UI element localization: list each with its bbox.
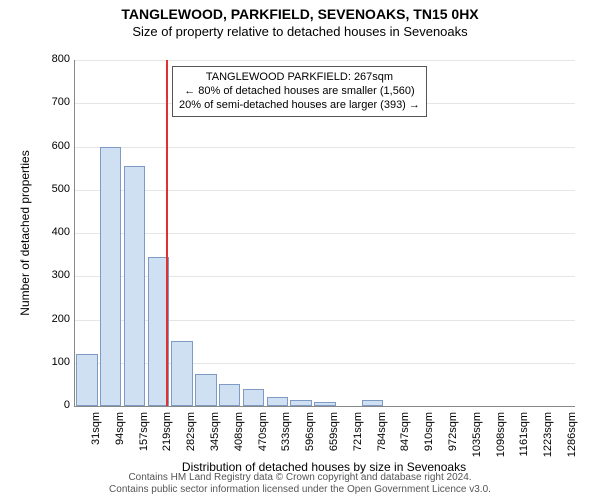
x-tick-label: 910sqm <box>423 412 435 472</box>
gridline <box>75 233 575 234</box>
annotation-line-3: 20% of semi-detached houses are larger (… <box>179 99 420 113</box>
marker-line <box>166 60 168 406</box>
plot-area: TANGLEWOOD PARKFIELD: 267sqm ← 80% of de… <box>74 60 575 407</box>
x-tick-label: 659sqm <box>328 412 340 472</box>
chart-title-primary: TANGLEWOOD, PARKFIELD, SEVENOAKS, TN15 0… <box>0 0 600 22</box>
x-tick-label: 157sqm <box>138 412 150 472</box>
y-tick-label: 600 <box>30 140 70 152</box>
x-tick-label: 1161sqm <box>518 412 530 472</box>
annotation-line-1: TANGLEWOOD PARKFIELD: 267sqm <box>179 71 420 85</box>
y-tick-label: 100 <box>30 356 70 368</box>
annotation-box: TANGLEWOOD PARKFIELD: 267sqm ← 80% of de… <box>172 66 427 117</box>
x-tick-label: 219sqm <box>161 412 173 472</box>
y-tick-label: 800 <box>30 53 70 65</box>
y-tick-label: 200 <box>30 313 70 325</box>
histogram-bar <box>171 341 192 406</box>
x-tick-label: 721sqm <box>352 412 364 472</box>
gridline <box>75 190 575 191</box>
y-tick-label: 400 <box>30 226 70 238</box>
y-tick-label: 300 <box>30 269 70 281</box>
x-tick-label: 1286sqm <box>566 412 578 472</box>
y-tick-label: 700 <box>30 96 70 108</box>
histogram-bar <box>76 354 97 406</box>
histogram-bar <box>243 389 264 406</box>
histogram-bar <box>290 400 311 406</box>
chart-title-secondary: Size of property relative to detached ho… <box>0 22 600 39</box>
histogram-bar <box>124 166 145 406</box>
x-tick-label: 408sqm <box>233 412 245 472</box>
x-tick-label: 972sqm <box>447 412 459 472</box>
histogram-bar <box>100 147 121 407</box>
y-tick-label: 500 <box>30 183 70 195</box>
x-tick-label: 784sqm <box>376 412 388 472</box>
y-tick-label: 0 <box>30 399 70 411</box>
histogram-bar <box>267 397 288 406</box>
footer-line-2: Contains public sector information licen… <box>14 484 586 496</box>
x-tick-label: 31sqm <box>90 412 102 472</box>
x-tick-label: 470sqm <box>257 412 269 472</box>
gridline <box>75 60 575 61</box>
gridline <box>75 147 575 148</box>
x-tick-label: 847sqm <box>399 412 411 472</box>
x-tick-label: 282sqm <box>185 412 197 472</box>
histogram-bar <box>314 402 335 406</box>
x-tick-label: 596sqm <box>304 412 316 472</box>
annotation-line-2: ← 80% of detached houses are smaller (1,… <box>179 85 420 99</box>
x-tick-label: 1223sqm <box>542 412 554 472</box>
x-tick-label: 94sqm <box>114 412 126 472</box>
histogram-bar <box>195 374 216 406</box>
footer-attribution: Contains HM Land Registry data © Crown c… <box>14 472 586 496</box>
histogram-bar <box>362 400 383 406</box>
x-tick-label: 345sqm <box>209 412 221 472</box>
x-tick-label: 533sqm <box>280 412 292 472</box>
footer-line-1: Contains HM Land Registry data © Crown c… <box>14 472 586 484</box>
histogram-bar <box>219 384 240 406</box>
x-tick-label: 1035sqm <box>471 412 483 472</box>
chart-container: TANGLEWOOD, PARKFIELD, SEVENOAKS, TN15 0… <box>0 0 600 500</box>
x-tick-label: 1098sqm <box>495 412 507 472</box>
